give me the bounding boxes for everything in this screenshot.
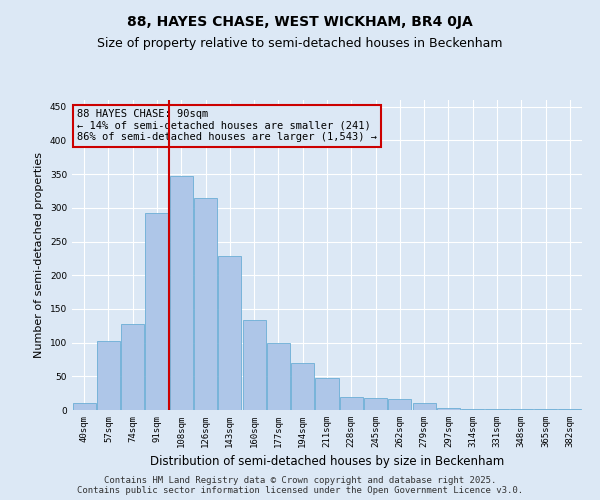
Bar [97,340,120,410]
Bar [242,320,266,410]
Text: 88 HAYES CHASE: 90sqm
← 14% of semi-detached houses are smaller (241)
86% of sem: 88 HAYES CHASE: 90sqm ← 14% of semi-deta… [77,110,377,142]
Text: Contains HM Land Registry data © Crown copyright and database right 2025.
Contai: Contains HM Land Registry data © Crown c… [77,476,523,495]
Bar [364,398,387,410]
X-axis label: Distribution of semi-detached houses by size in Beckenham: Distribution of semi-detached houses by … [150,456,504,468]
Bar [218,256,241,410]
Bar [267,342,290,410]
Text: Size of property relative to semi-detached houses in Beckenham: Size of property relative to semi-detach… [97,38,503,51]
Bar [145,213,169,410]
Bar [340,396,363,410]
Bar [170,176,193,410]
Bar [291,363,314,410]
Bar [73,404,95,410]
Bar [316,378,338,410]
Text: 88, HAYES CHASE, WEST WICKHAM, BR4 0JA: 88, HAYES CHASE, WEST WICKHAM, BR4 0JA [127,15,473,29]
Bar [121,324,144,410]
Bar [194,198,217,410]
Bar [413,404,436,410]
Y-axis label: Number of semi-detached properties: Number of semi-detached properties [34,152,44,358]
Bar [437,408,460,410]
Bar [388,398,412,410]
